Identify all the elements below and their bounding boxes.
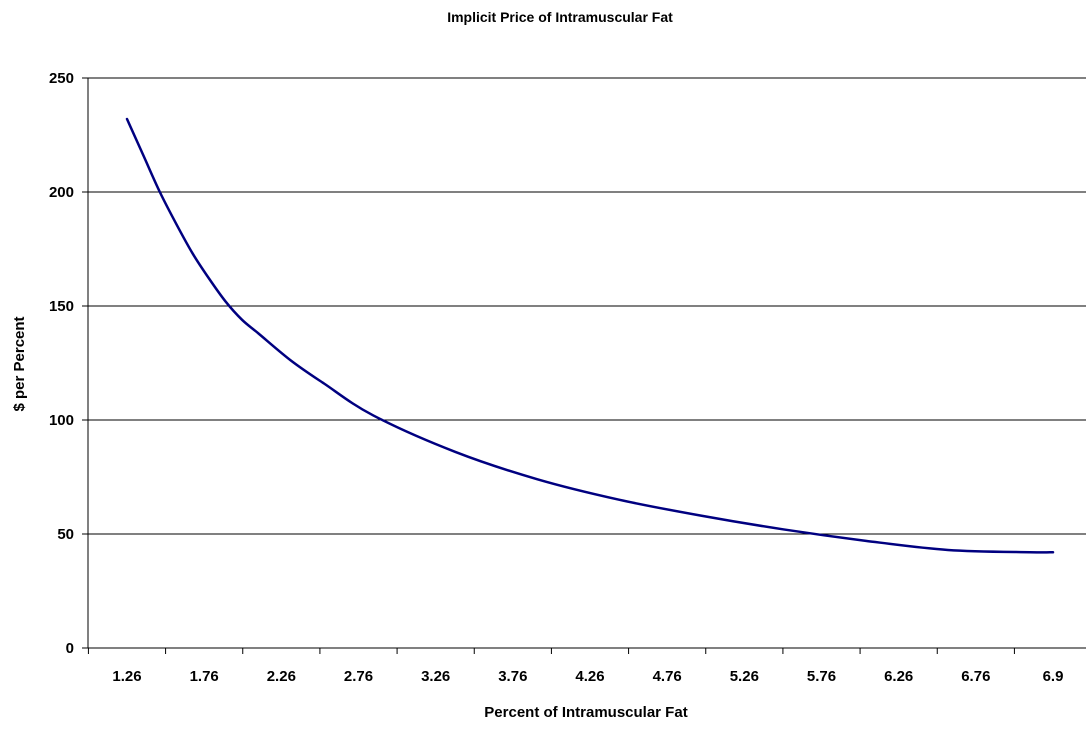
x-tick-label: 6.26 [884, 668, 913, 685]
x-tick-label: 6.9 [1043, 668, 1064, 685]
series-layer [125, 117, 1055, 554]
y-tick-label: 50 [57, 526, 74, 543]
x-tick-label: 5.76 [807, 668, 836, 685]
x-tick-label: 2.26 [267, 668, 296, 685]
y-tick-label: 0 [66, 640, 74, 657]
x-axis-title: Percent of Intramuscular Fat [484, 704, 687, 721]
x-tick-label: 3.26 [421, 668, 450, 685]
x-tick-label: 3.76 [498, 668, 527, 685]
axes [82, 77, 1086, 654]
y-tick-label: 200 [49, 184, 74, 201]
x-tick-label: 2.76 [344, 668, 373, 685]
series-line-0 [125, 117, 1055, 554]
x-tick-label: 4.76 [653, 668, 682, 685]
tick-labels: 0 50 100 150 200 250 1.26 1.76 2.26 2.76 3.26 3.76 4… [49, 70, 1063, 685]
y-tick-label: 150 [49, 298, 74, 315]
x-tick-label: 6.76 [961, 668, 990, 685]
x-tick-label: 1.26 [112, 668, 141, 685]
x-tick-label: 5.26 [730, 668, 759, 685]
y-tick-label: 100 [49, 412, 74, 429]
gridlines [88, 77, 1086, 535]
x-tick-label: 4.26 [575, 668, 604, 685]
y-tick-label: 250 [49, 70, 74, 87]
x-tick-label: 1.76 [190, 668, 219, 685]
chart-title: Implicit Price of Intramuscular Fat [447, 9, 673, 25]
y-axis-title: $ per Percent [11, 316, 28, 411]
